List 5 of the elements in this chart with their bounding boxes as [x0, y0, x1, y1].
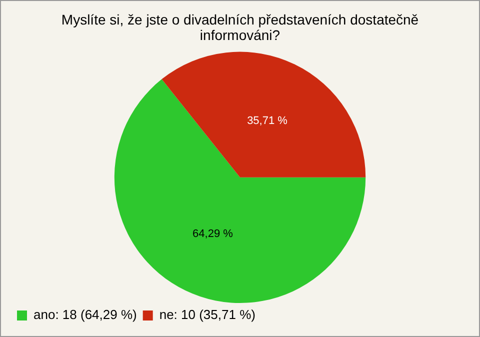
legend-label: ne: 10 (35,71 %) [159, 307, 256, 322]
chart-title: Myslíte si, že jste o divadelních představeních dostatečně informováni? [61, 12, 419, 43]
legend-label: ano: 18 (64,29 %) [34, 307, 137, 322]
data-label: 64,29 % [192, 228, 234, 240]
data-label: 35,71 % [247, 114, 288, 127]
